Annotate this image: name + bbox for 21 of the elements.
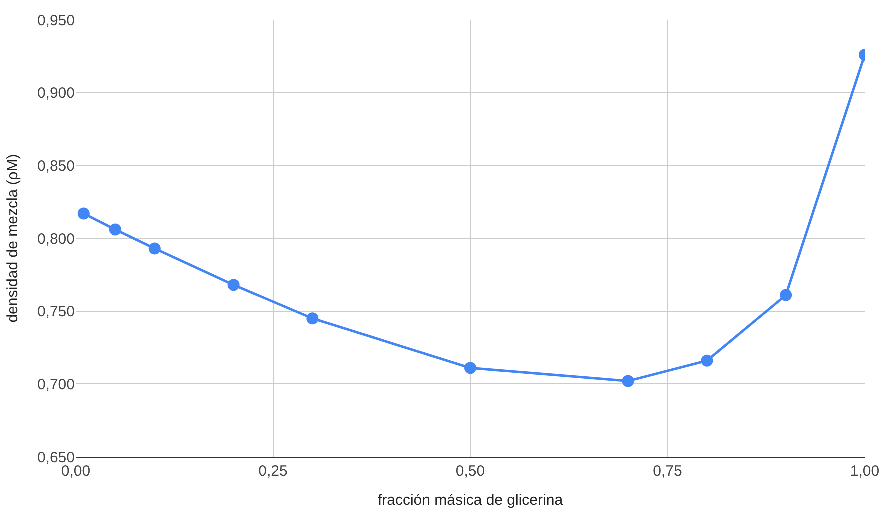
point — [306, 312, 319, 325]
x-tick-label: 0,25 — [258, 463, 288, 480]
point — [622, 375, 634, 388]
y-tick-label: 0,750 — [37, 304, 75, 321]
x-tick-label: 0,75 — [653, 463, 682, 480]
point — [464, 362, 476, 374]
point — [78, 208, 90, 220]
point — [701, 354, 714, 367]
y-tick-label: 0,700 — [37, 376, 75, 394]
x-axis-title: fracción másica de glicerina — [378, 492, 564, 509]
y-tick-label: 0,800 — [37, 230, 75, 248]
point — [228, 279, 240, 292]
y-tick-label: 0,950 — [37, 12, 75, 30]
x-tick-label: 1,00 — [850, 463, 880, 480]
point — [148, 242, 161, 255]
y-tick-label: 0,900 — [37, 85, 75, 102]
point — [780, 289, 792, 302]
point — [109, 224, 122, 236]
x-tick-label: 0,50 — [456, 463, 486, 480]
y-tick-label: 0,850 — [37, 158, 75, 175]
y-axis-title: densidad de mezcla (ρM) — [4, 154, 22, 323]
